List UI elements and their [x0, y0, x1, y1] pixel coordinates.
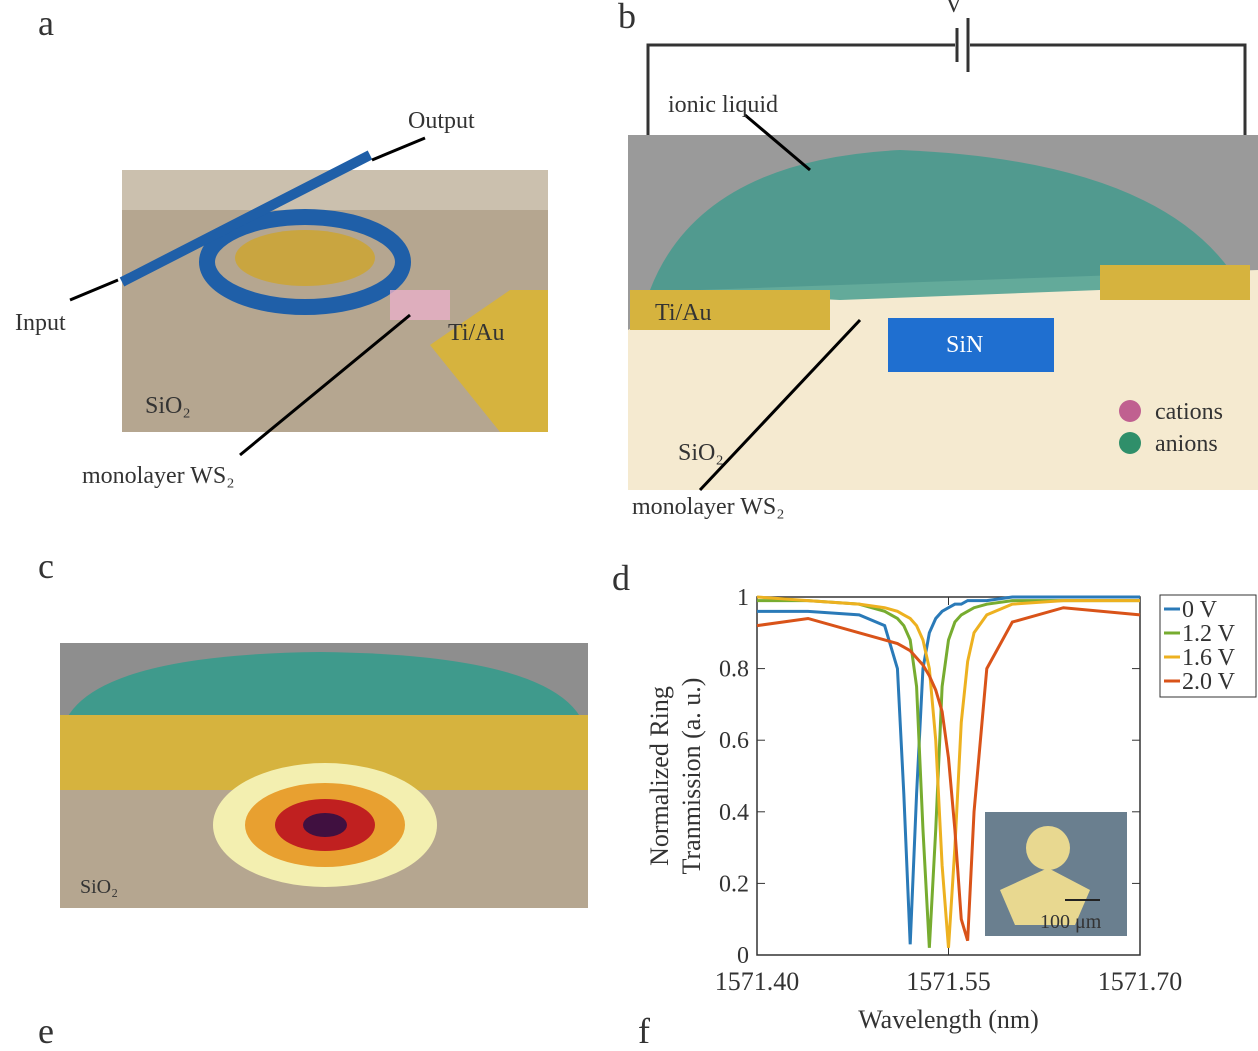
figure: a Output Input Ti/Au SiO₂ monolayer WS₂ … — [0, 0, 1258, 1051]
x-axis-label: Wavelength (nm) — [858, 1005, 1039, 1034]
label: ionic liquid — [668, 92, 778, 118]
legend-label: 1.6 V — [1182, 645, 1236, 671]
y-tick-label: 1 — [737, 585, 749, 611]
y-axis-label: Tranmission (a. u.) — [677, 678, 706, 875]
legend-label: 1.2 V — [1182, 621, 1236, 647]
legend-label: 0 V — [1182, 597, 1218, 623]
panel-label: e — [38, 1011, 54, 1051]
label: SiO₂ — [80, 876, 118, 898]
inset-ring — [1026, 826, 1070, 870]
y-axis-label: Normalized Ring — [645, 686, 674, 866]
label: Input — [15, 310, 66, 336]
y-tick-label: 0.6 — [719, 728, 749, 754]
label: Ti/Au — [448, 320, 504, 346]
x-tick-label: 1571.40 — [715, 967, 800, 996]
y-tick-label: 0 — [737, 943, 749, 969]
label: monolayer WS₂ — [632, 494, 785, 520]
label: SiO₂ — [145, 393, 191, 419]
anion-icon — [1119, 432, 1141, 454]
label: V — [945, 0, 963, 18]
legend-label: 2.0 V — [1182, 669, 1236, 695]
label: Output — [408, 108, 475, 134]
panel-label: f — [638, 1011, 650, 1051]
electrode — [1100, 265, 1250, 300]
monolayer — [390, 290, 450, 320]
panel-label: d — [612, 558, 630, 598]
arrow — [372, 138, 425, 160]
panel-label: a — [38, 3, 54, 43]
x-tick-label: 1571.70 — [1098, 967, 1183, 996]
x-tick-label: 1571.55 — [906, 967, 991, 996]
label: Ti/Au — [655, 300, 711, 326]
label: anions — [1155, 431, 1218, 457]
y-tick-label: 0.8 — [719, 657, 749, 683]
mode-core — [303, 813, 347, 837]
disk — [235, 230, 375, 286]
arrow — [70, 280, 118, 300]
y-tick-label: 0.2 — [719, 871, 749, 897]
y-tick-label: 0.4 — [719, 800, 749, 826]
label: 100 μm — [1040, 911, 1102, 933]
panel-label: b — [618, 0, 636, 36]
panel-label: c — [38, 546, 54, 586]
label: monolayer WS₂ — [82, 463, 235, 489]
cation-icon — [1119, 400, 1141, 422]
label: cations — [1155, 399, 1223, 425]
label: SiO₂ — [678, 440, 724, 466]
label: SiN — [946, 332, 983, 358]
